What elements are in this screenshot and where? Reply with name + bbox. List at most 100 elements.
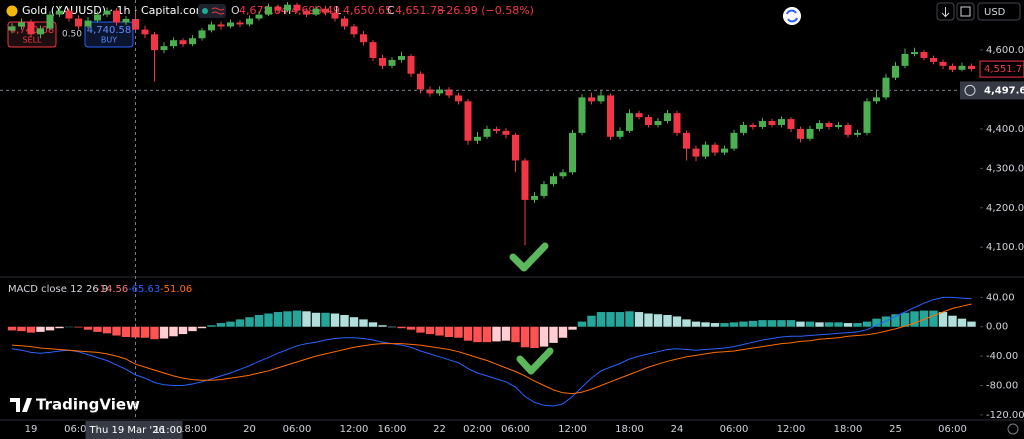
candle-body: [588, 97, 595, 102]
candle-body: [151, 34, 158, 51]
indicator-value: -14.56: [96, 284, 128, 295]
candle-body: [84, 20, 92, 27]
last-price-box: [979, 60, 1024, 78]
candle-body: [141, 29, 149, 35]
candle-body: [797, 128, 804, 139]
candle-body: [208, 24, 215, 31]
histogram-bar: [482, 326, 492, 343]
candle-body: [673, 113, 681, 133]
y-tick-label: 4,100.00: [986, 242, 1024, 253]
candle-body: [749, 124, 757, 127]
y-tick-label: -120.00: [986, 410, 1024, 421]
histogram-bar: [796, 321, 805, 327]
indicator-values: -14.56 -65.63 -51.06: [96, 284, 192, 295]
histogram-bar: [967, 321, 976, 327]
watermark: TradingView: [36, 396, 140, 414]
candle-body: [312, 8, 320, 15]
y-tick-label: 4,400.00: [986, 124, 1024, 135]
candle-body: [75, 18, 82, 27]
histogram-bar: [273, 312, 283, 327]
candle-body: [692, 148, 700, 157]
histogram-bar: [17, 326, 26, 332]
candle-body: [113, 10, 120, 23]
candle-body: [360, 34, 367, 43]
currency-button[interactable]: [977, 2, 1021, 21]
histogram-bar: [330, 313, 340, 327]
histogram-bar: [302, 311, 311, 327]
sell-button[interactable]: [7, 21, 57, 48]
candle-body: [379, 57, 386, 66]
histogram-bar: [55, 326, 64, 329]
histogram-bar: [235, 319, 245, 327]
histogram-bar: [359, 319, 368, 327]
histogram-bar: [530, 326, 539, 349]
histogram-bar: [311, 312, 321, 327]
histogram-bar: [549, 326, 558, 343]
candle-body: [189, 38, 196, 45]
candle-body: [265, 6, 272, 15]
buy-button[interactable]: [84, 21, 134, 48]
layout-button[interactable]: [956, 2, 975, 21]
settings-icon[interactable]: [1007, 423, 1019, 435]
histogram-bar: [938, 312, 948, 327]
candle-body: [711, 144, 719, 153]
histogram-bar: [444, 326, 454, 338]
status-icons[interactable]: [198, 4, 226, 18]
histogram-bar: [150, 326, 159, 340]
histogram-bar: [615, 312, 625, 327]
check-mark: [516, 347, 554, 375]
candle-body: [464, 101, 472, 141]
spread: 0.50: [62, 30, 82, 40]
histogram-bar: [843, 323, 853, 327]
histogram-bar: [701, 322, 710, 327]
candle-body: [217, 24, 225, 27]
candle-body: [540, 184, 548, 196]
histogram-bar: [834, 322, 843, 327]
candle-body: [388, 59, 396, 66]
y-tick-label: 40.00: [986, 292, 1015, 303]
histogram-bar: [188, 326, 197, 332]
layout-icon: [960, 6, 971, 17]
scroll-icon: [941, 7, 950, 18]
histogram-bar: [805, 321, 815, 327]
histogram-bar: [872, 318, 881, 327]
buy-label: BUY: [101, 36, 117, 45]
histogram-bar: [425, 326, 435, 335]
histogram-bar: [131, 326, 140, 338]
candle-body: [911, 52, 918, 55]
histogram-bar: [74, 326, 83, 328]
histogram-bar: [435, 326, 444, 336]
candle-body: [18, 22, 25, 27]
candle-body: [892, 65, 899, 78]
histogram-bar: [292, 310, 302, 327]
histogram-bar: [948, 315, 957, 327]
candle-body: [398, 55, 405, 60]
candle-body: [635, 113, 643, 118]
histogram-bar: [254, 314, 264, 327]
symbol-icon: [6, 5, 18, 17]
histogram-bar: [169, 326, 178, 337]
histogram-bar: [83, 326, 93, 330]
y-tick-label: 4,200.00: [986, 203, 1024, 214]
candle-body: [8, 26, 16, 31]
candle-body: [531, 195, 538, 200]
candle-body: [274, 6, 282, 11]
x-tick-label: 19: [25, 424, 38, 435]
histogram-bar: [777, 320, 786, 327]
indicator-title: MACD close 12 26 9: [8, 284, 108, 295]
histogram-bar: [511, 326, 520, 343]
histogram-bar: [577, 321, 587, 327]
histogram-bar: [682, 319, 691, 327]
candle-body: [645, 117, 652, 125]
histogram-bar: [815, 322, 824, 327]
candle-body: [322, 8, 329, 13]
candle-body: [512, 134, 519, 161]
histogram-bar: [454, 326, 463, 338]
candle-body: [578, 97, 586, 133]
histogram-bar: [900, 312, 910, 327]
candle-body: [607, 95, 614, 137]
candle-body: [303, 10, 310, 15]
candle-body: [863, 101, 871, 133]
candle-body: [502, 130, 510, 135]
histogram-bar: [786, 320, 796, 327]
